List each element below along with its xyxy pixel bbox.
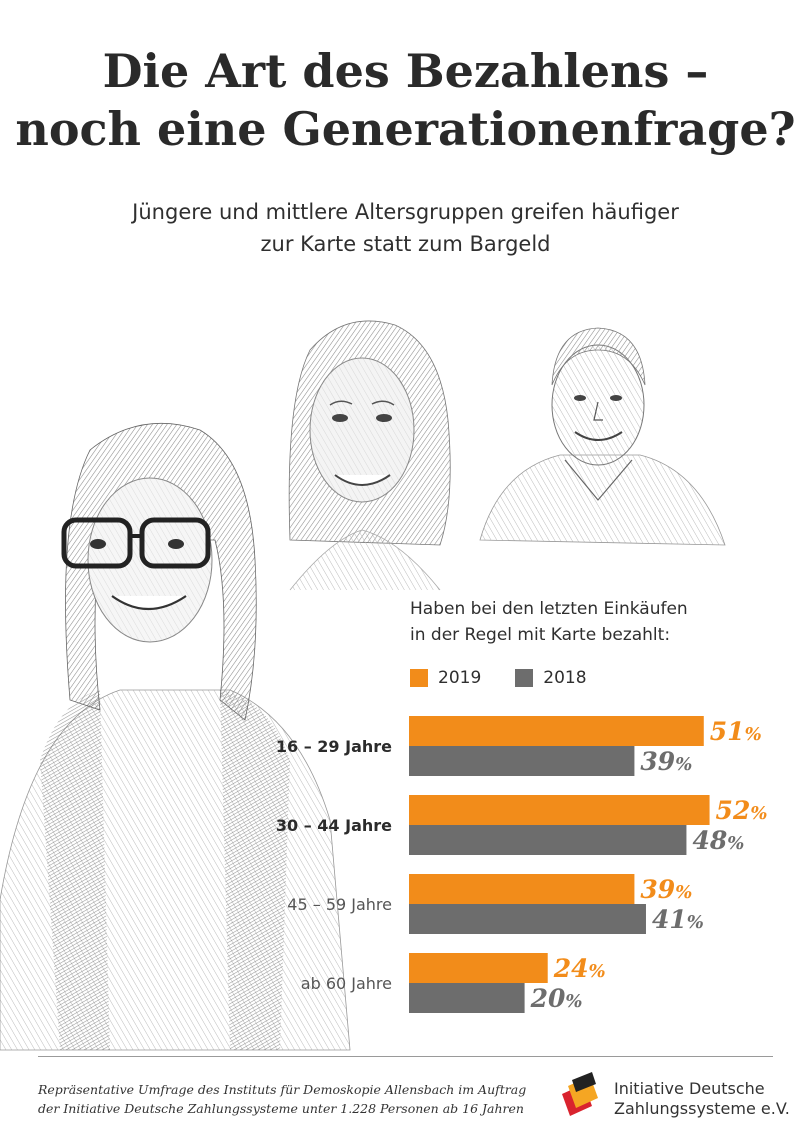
chart-title-line-1: Haben bei den letzten Einkäufen (410, 599, 688, 619)
category-label: ab 60 Jahre (301, 974, 392, 993)
page-subtitle: Jüngere und mittlere Altersgruppen greif… (0, 196, 811, 260)
value-label-2018: 48% (692, 826, 744, 855)
legend-label-2018: 2018 (543, 668, 587, 688)
category-label: 16 – 29 Jahre (276, 737, 392, 756)
value-label-2018: 39% (640, 747, 692, 776)
value-label-2019: 24% (553, 954, 606, 983)
young-woman-figure (0, 422, 351, 1051)
bar-2019 (409, 795, 710, 825)
legend-swatch-2018 (515, 669, 534, 687)
page-title: Die Art des Bezahlens – noch eine Genera… (0, 42, 811, 158)
chart-legend: 2019 2018 (410, 668, 621, 688)
bar-2019 (409, 874, 635, 904)
legend-label-2019: 2019 (438, 668, 482, 688)
category-label: 45 – 59 Jahre (287, 895, 392, 914)
source-line-1: Repräsentative Umfrage des Instituts für… (38, 1082, 527, 1097)
value-label-2019: 52% (716, 796, 768, 825)
title-line-1: Die Art des Bezahlens – (102, 44, 709, 98)
ids-logo-icon (562, 1072, 598, 1116)
source-line-2: der Initiative Deutsche Zahlungssysteme … (38, 1101, 524, 1116)
org-line-1: Initiative Deutsche (614, 1079, 765, 1098)
value-label-2018: 20% (530, 984, 583, 1013)
subtitle-line-1: Jüngere und mittlere Altersgruppen greif… (132, 200, 679, 224)
older-man-figure (479, 327, 726, 546)
title-line-2: noch eine Generationenfrage? (15, 102, 796, 156)
value-label-2019: 39% (640, 875, 692, 904)
organization-name: Initiative Deutsche Zahlungssysteme e.V. (614, 1079, 790, 1119)
bar-2019 (409, 716, 704, 746)
org-line-2: Zahlungssysteme e.V. (614, 1099, 790, 1118)
footer-divider (38, 1056, 773, 1057)
value-label-2018: 41% (652, 905, 704, 934)
bar-2018 (409, 825, 687, 855)
bar-2019 (409, 953, 548, 983)
legend-item-2018: 2018 (515, 668, 587, 688)
bar-2018 (409, 904, 646, 934)
woman-figure (288, 320, 451, 591)
value-label-2019: 51% (710, 717, 762, 746)
legend-swatch-2019 (410, 669, 428, 687)
subtitle-line-2: zur Karte statt zum Bargeld (260, 232, 551, 256)
legend-item-2019: 2019 (410, 668, 481, 688)
category-label: 30 – 44 Jahre (276, 816, 392, 835)
bar-2018 (409, 746, 635, 776)
bar-2018 (409, 983, 525, 1013)
chart-title: Haben bei den letzten Einkäufen in der R… (410, 596, 688, 648)
source-note: Repräsentative Umfrage des Instituts für… (38, 1080, 528, 1118)
chart-title-line-2: in der Regel mit Karte bezahlt: (410, 625, 671, 645)
